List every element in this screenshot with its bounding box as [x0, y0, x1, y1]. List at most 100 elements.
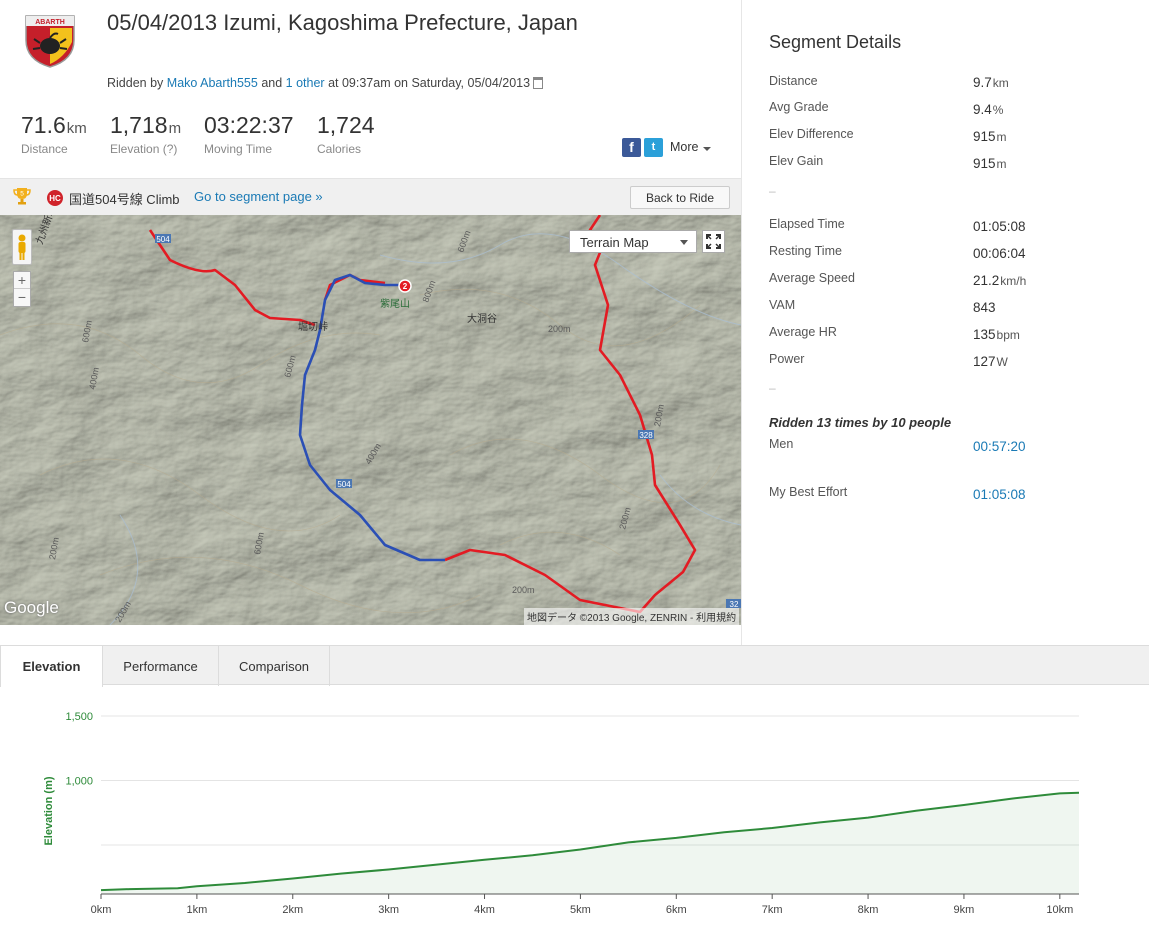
y-axis-label: Elevation (m) [43, 776, 55, 845]
ridden-by-prefix: Ridden by [107, 76, 164, 90]
detail-label: VAM [769, 298, 796, 312]
map-label: 堀切峠 [298, 321, 328, 333]
x-tick-label: 2km [282, 904, 303, 916]
stat-value: 03:22:37 [204, 112, 294, 138]
detail-label: Distance [769, 74, 818, 88]
share-bar: f t More [622, 137, 712, 157]
elevation-area [101, 792, 1079, 894]
detail-label: Elev Difference [769, 127, 854, 141]
athlete-link[interactable]: Mako Abarth555 [166, 76, 258, 90]
twitter-icon[interactable]: t [644, 137, 663, 157]
ridden-count: Ridden 13 times by 10 people [769, 415, 952, 430]
detail-label: Average Speed [769, 271, 855, 285]
detail-label: Power [769, 352, 805, 366]
stat-label: Calories [317, 142, 362, 156]
back-to-ride-button[interactable]: Back to Ride [630, 186, 730, 209]
zoom-out-button[interactable]: − [14, 288, 30, 305]
detail-value: 01:05:08 [973, 219, 1026, 234]
segment-details-title: Segment Details [769, 32, 902, 52]
x-tick-label: 7km [762, 904, 783, 916]
trophy-rank: 5 [20, 191, 24, 198]
detail-label: My Best Effort [769, 485, 848, 499]
x-tick-label: 10km [1046, 904, 1073, 916]
detail-value: 915m [973, 156, 1007, 171]
detail-label: Men [769, 437, 794, 451]
x-axis-ticks: 0km 1km 2km 3km 4km 5km 6km 7km 8km 9km 10km [91, 894, 1073, 916]
segment-end-marker[interactable] [398, 279, 412, 293]
detail-label: Average HR [769, 325, 837, 339]
chevron-down-icon [680, 240, 688, 245]
analysis-tabs: Elevation Performance Comparison [0, 645, 1149, 687]
detail-value: 843 [973, 300, 996, 315]
stat-label: Moving Time [204, 142, 273, 156]
activity-title: 05/04/2013 Izumi, Kagoshima Prefecture, … [107, 10, 578, 35]
fullscreen-icon[interactable] [702, 230, 725, 253]
road-shield: 32 [730, 600, 739, 609]
tab-comparison[interactable]: Comparison [219, 646, 330, 686]
stat-elevation: 1,718m Elevation (?) [110, 112, 181, 156]
street-view-pegman-icon[interactable] [12, 229, 32, 265]
x-tick-label: 4km [474, 904, 495, 916]
stat-unit: m [168, 120, 182, 137]
map-canvas: 504 504 328 32 2 九州新幹 紫尾山 大洞谷 堀切峠 600m 4… [0, 215, 741, 625]
contour-label: 600m [252, 531, 266, 555]
calendar-icon[interactable] [533, 77, 544, 89]
y-axis-ticks: 1,000 1,500 [65, 711, 93, 787]
y-tick-label: 1,000 [65, 775, 93, 787]
terrain-map[interactable]: 504 504 328 32 2 九州新幹 紫尾山 大洞谷 堀切峠 600m 4… [0, 215, 741, 625]
my-best-effort-link[interactable]: 01:05:08 [973, 487, 1026, 502]
ride-time: at 09:37am on Saturday, 05/04/2013 [328, 76, 531, 90]
stat-label[interactable]: Elevation (?) [110, 142, 178, 156]
detail-label: Elapsed Time [769, 217, 845, 231]
map-label: 紫尾山 [380, 298, 410, 310]
x-tick-label: 1km [186, 904, 207, 916]
stat-value: 71.6 [21, 112, 66, 138]
detail-label: Avg Grade [769, 100, 829, 114]
other-riders-link[interactable]: 1 other [285, 76, 325, 90]
men-best-time-link[interactable]: 00:57:20 [973, 439, 1026, 454]
detail-value: 915m [973, 129, 1007, 144]
tab-performance[interactable]: Performance [103, 646, 219, 686]
divider-dash: – [769, 381, 776, 395]
tab-elevation[interactable]: Elevation [0, 646, 103, 687]
map-attribution[interactable]: 地図データ ©2013 Google, ZENRIN - 利用規約 [524, 608, 740, 625]
stat-distance: 71.6km Distance [21, 112, 87, 156]
road-shield: 504 [337, 480, 351, 489]
zoom-in-button[interactable]: + [17, 272, 27, 288]
x-tick-label: 0km [91, 904, 112, 916]
contour-label: 400m [87, 366, 101, 390]
x-tick-label: 5km [570, 904, 591, 916]
map-type-select[interactable]: Terrain Map [569, 230, 697, 253]
more-label: More [670, 140, 699, 154]
stat-label: Distance [21, 142, 68, 156]
google-logo: Google [4, 598, 59, 617]
detail-value: 9.4% [973, 102, 1004, 117]
contour-label: 200m [47, 536, 61, 560]
chevron-down-icon [703, 147, 712, 151]
segment-name: 国道504号線 Climb [69, 192, 180, 207]
detail-value: 127W [973, 354, 1008, 369]
stat-calories: 1,724 Calories [317, 112, 375, 156]
more-button[interactable]: More [670, 140, 712, 154]
x-tick-label: 6km [666, 904, 687, 916]
road-shield: 328 [639, 431, 653, 440]
contour-label: 600m [80, 319, 94, 343]
map-type-label: Terrain Map [580, 235, 649, 250]
elevation-line [100, 791, 1080, 892]
segment-page-link[interactable]: Go to segment page » [194, 189, 323, 204]
x-tick-label: 9km [954, 904, 975, 916]
zoom-control: + − [13, 271, 31, 307]
detail-label: Elev Gain [769, 154, 824, 168]
abarth-logo: ABARTH [25, 15, 75, 68]
marker-label: 2 [403, 282, 408, 291]
x-tick-label: 8km [858, 904, 879, 916]
segment-bar: 5 HC 国道504号線 Climb Go to segment page » … [0, 178, 741, 215]
stat-moving-time: 03:22:37 Moving Time [204, 112, 294, 156]
map-label: 大洞谷 [467, 312, 497, 325]
ridden-by: Ridden by Mako Abarth555 and 1 other at … [107, 76, 544, 90]
x-tick-label: 3km [378, 904, 399, 916]
elevation-chart[interactable]: 1,000 1,500 0km 1km 2km 3km 4km 5km 6km 7km 8km 9k… [0, 686, 1149, 939]
facebook-icon[interactable]: f [622, 137, 641, 157]
and-text: and [261, 76, 283, 90]
contour-label: 200m [652, 403, 666, 427]
